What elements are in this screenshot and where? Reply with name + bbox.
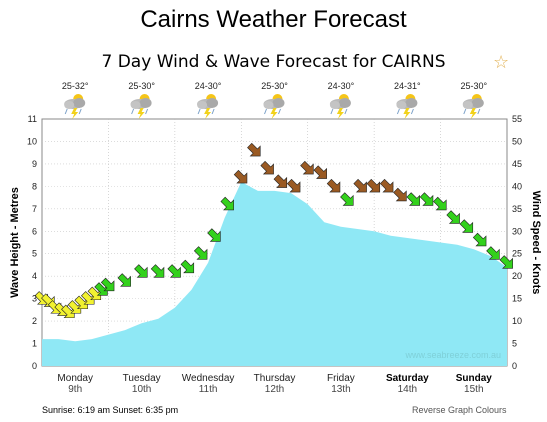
y-left-tick-label: 5: [32, 249, 37, 259]
storm-cloud-icon: [396, 94, 418, 119]
y-right-tick-label: 15: [512, 294, 522, 304]
temperature-label: 24-31°: [394, 81, 421, 91]
x-day-label: Saturday: [386, 373, 429, 384]
y-left-tick-label: 10: [27, 136, 37, 146]
storm-cloud-icon: [263, 94, 285, 119]
wind-arrow-icon: [393, 187, 407, 202]
y-right-axis-title: Wind Speed - Knots: [530, 191, 542, 295]
wind-arrow-icon: [326, 178, 341, 193]
wind-arrow-icon: [94, 282, 108, 296]
wind-arrow-icon: [406, 192, 420, 206]
x-date-label: 15th: [464, 384, 483, 395]
wind-arrow-icon: [313, 165, 327, 179]
storm-cloud-icon: [329, 94, 351, 119]
y-left-tick-label: 4: [32, 271, 37, 281]
wind-arrow-icon: [74, 295, 88, 310]
wind-arrow-icon: [117, 273, 131, 287]
y-right-tick-label: 55: [512, 114, 522, 124]
y-right-tick-label: 0: [512, 361, 517, 371]
wind-arrow-icon: [486, 246, 500, 260]
y-right-tick-label: 35: [512, 204, 522, 214]
y-left-axis-title: Wave Height - Metres: [9, 187, 21, 298]
star-icon[interactable]: ☆: [493, 52, 510, 73]
wind-arrow-icon: [247, 142, 261, 157]
wind-arrow-icon: [100, 277, 115, 292]
wind-arrow-icon: [472, 232, 487, 247]
y-right-tick-label: 30: [512, 226, 522, 236]
wind-arrow-icon: [379, 178, 394, 193]
wind-arrow-icon: [459, 219, 474, 233]
y-right-tick-label: 40: [512, 181, 522, 191]
sunrise-sunset-text: Sunrise: 6:19 am Sunset: 6:35 pm: [42, 405, 179, 415]
watermark: www.seabreeze.com.au: [404, 350, 501, 360]
wind-arrow-icon: [446, 210, 460, 224]
wind-arrow-icon: [81, 291, 95, 305]
x-date-label: 9th: [68, 384, 82, 395]
page-title: Cairns Weather Forecast: [140, 6, 407, 33]
temperature-label: 24-30°: [195, 81, 222, 91]
wind-arrow-icon: [134, 264, 148, 278]
x-day-label: Wednesday: [182, 373, 235, 384]
wind-arrow-icon: [220, 196, 234, 211]
storm-cloud-icon: [64, 94, 86, 119]
temperature-label: 25-30°: [128, 81, 155, 91]
y-left-tick-label: 1: [32, 339, 37, 349]
temperature-label: 25-32°: [62, 81, 89, 91]
x-date-label: 13th: [331, 384, 350, 395]
wind-arrow-icon: [233, 169, 248, 184]
x-date-label: 14th: [398, 384, 417, 395]
wind-arrow-icon: [353, 178, 367, 193]
x-day-label: Thursday: [254, 373, 296, 384]
wind-arrow-icon: [499, 255, 513, 269]
wind-arrow-icon: [419, 192, 434, 206]
temperature-label: 25-30°: [261, 81, 288, 91]
wind-arrow-icon: [180, 259, 195, 274]
wind-arrow-icon: [193, 246, 208, 260]
y-left-tick-label: 3: [32, 294, 37, 304]
x-day-label: Monday: [57, 373, 93, 384]
y-left-tick-label: 0: [32, 361, 37, 371]
temperature-label: 25-30°: [460, 81, 487, 91]
wind-arrow-icon: [300, 160, 314, 175]
x-day-label: Friday: [327, 373, 355, 384]
wind-arrow-icon: [433, 196, 447, 211]
y-right-tick-label: 5: [512, 339, 517, 349]
x-day-label: Tuesday: [123, 373, 161, 384]
storm-cloud-icon: [130, 94, 152, 119]
wind-arrow-icon: [67, 300, 82, 314]
wind-arrow-icon: [150, 264, 165, 278]
wind-arrow-icon: [340, 192, 354, 206]
y-left-tick-label: 6: [32, 226, 37, 236]
storm-cloud-icon: [462, 94, 484, 119]
wind-arrow-icon: [207, 228, 221, 242]
y-right-tick-label: 20: [512, 271, 522, 281]
x-date-label: 10th: [132, 384, 151, 395]
x-day-label: Sunday: [456, 373, 493, 384]
wind-arrow-icon: [286, 178, 301, 193]
chart-title: 7 Day Wind & Wave Forecast for CAIRNS: [101, 52, 446, 72]
y-right-tick-label: 45: [512, 159, 522, 169]
temperature-label: 24-30°: [328, 81, 355, 91]
y-left-tick-label: 8: [32, 181, 37, 191]
wind-arrow-icon: [167, 264, 181, 278]
y-right-tick-label: 50: [512, 136, 522, 146]
wind-arrow-icon: [260, 160, 274, 175]
wind-arrow-icon: [273, 174, 288, 188]
y-left-tick-label: 7: [32, 204, 37, 214]
wave-height-area: [42, 181, 507, 366]
x-date-label: 11th: [199, 384, 218, 395]
wind-arrow-icon: [87, 286, 102, 301]
y-right-tick-label: 25: [512, 249, 522, 259]
x-date-label: 12th: [265, 384, 284, 395]
y-right-tick-label: 10: [512, 316, 522, 326]
y-left-tick-label: 2: [32, 316, 37, 326]
y-left-tick-label: 11: [28, 114, 37, 124]
storm-cloud-icon: [197, 94, 219, 119]
y-left-tick-label: 9: [32, 159, 37, 169]
reverse-colours-link[interactable]: Reverse Graph Colours: [412, 405, 507, 415]
wind-arrow-icon: [61, 304, 75, 319]
wind-arrow-icon: [366, 178, 381, 193]
